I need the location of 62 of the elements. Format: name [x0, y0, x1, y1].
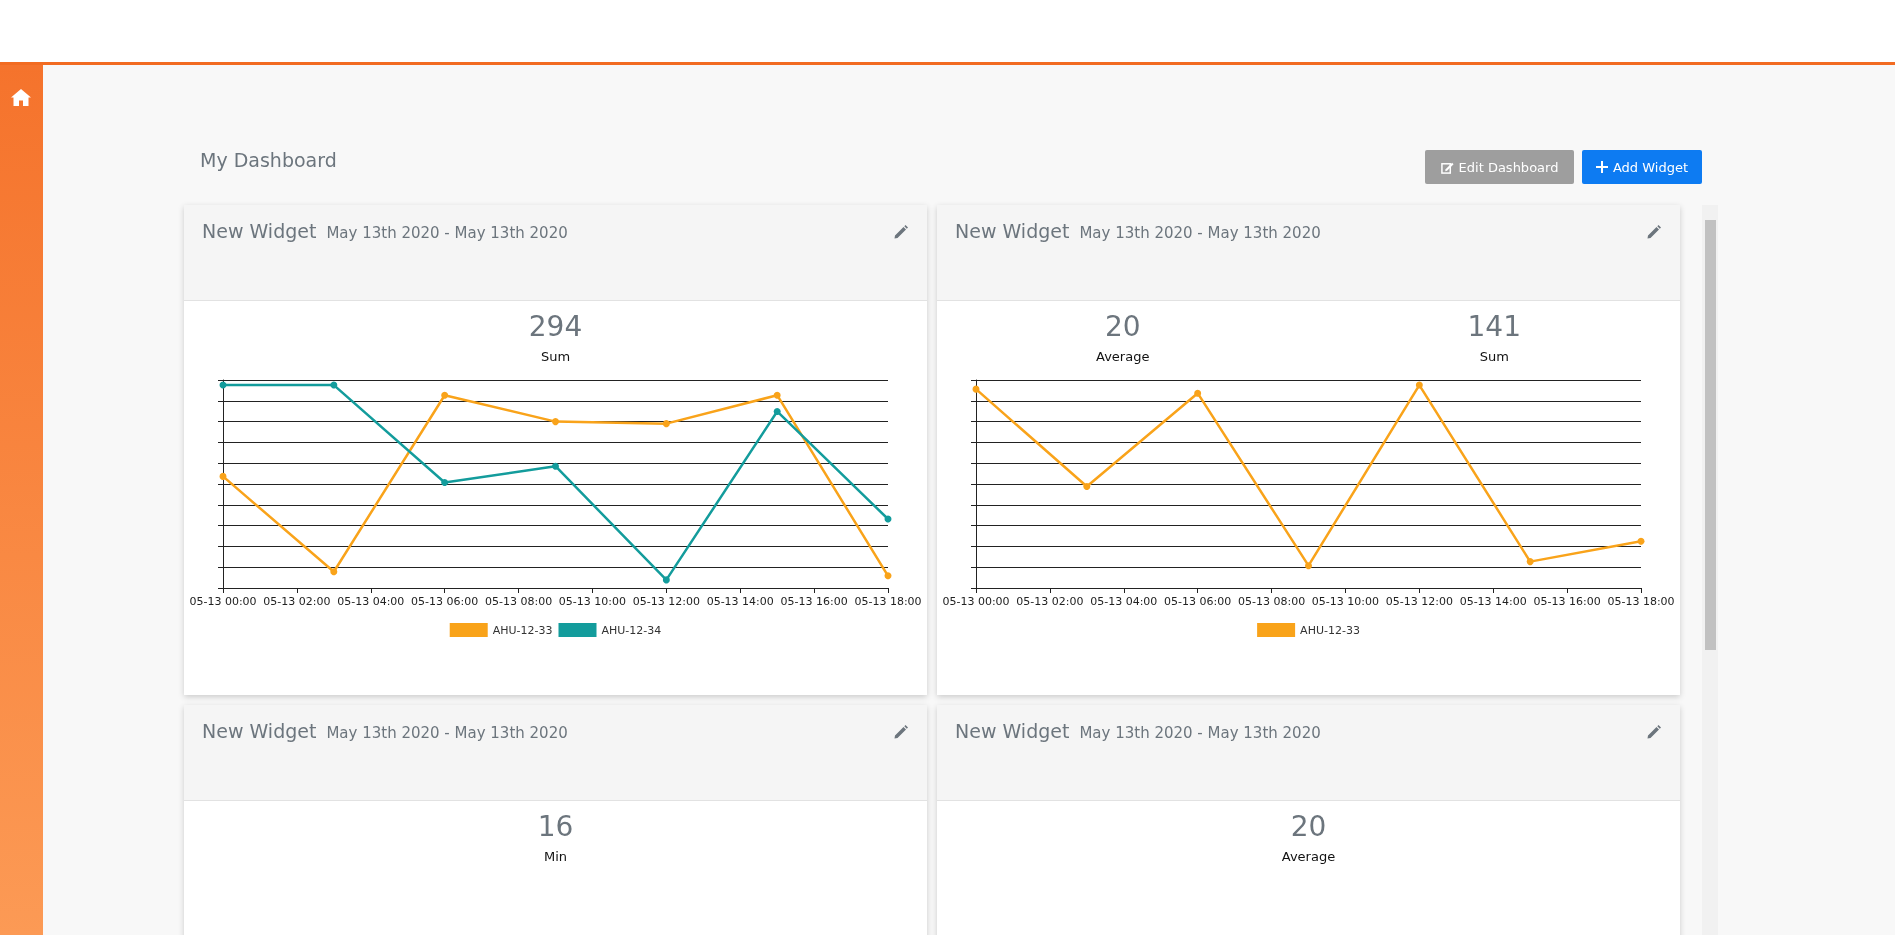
legend-label: AHU-12-34: [601, 623, 662, 637]
x-tick-label: 05-13 12:00: [632, 595, 700, 608]
x-tick-label: 05-13 00:00: [189, 595, 257, 608]
point: [1526, 558, 1534, 566]
point: [552, 418, 559, 426]
point: [884, 572, 892, 580]
point: [773, 407, 781, 415]
x-tick-label: 05-13 06:00: [411, 595, 479, 608]
text: Average: [1280, 849, 1337, 864]
point: [662, 576, 670, 584]
text: Average: [1095, 349, 1151, 364]
x-tick-label: 05-13 18:00: [1607, 595, 1675, 608]
text: Sum: [539, 349, 572, 364]
x-tick-label: 05-13 14:00: [1459, 595, 1527, 608]
point: [441, 391, 449, 399]
point: [662, 420, 670, 428]
x-tick-label: 05-13 04:00: [1090, 595, 1158, 608]
x-tick-label: 05-13 14:00: [706, 595, 774, 608]
text: Edit Dashboard: [1458, 159, 1559, 175]
x-tick-label: 05-13 10:00: [558, 595, 627, 608]
chart-subtitle: May 13th 2020 - May 13th 2020: [326, 224, 568, 242]
text: 141: [1466, 309, 1522, 345]
x-tick-label: 05-13 16:00: [780, 595, 848, 608]
x-tick-label: 05-13 00:00: [942, 595, 1010, 608]
x-tick-label: 05-13 02:00: [263, 595, 331, 608]
text: New Widget: [955, 720, 1070, 742]
text: New Widget: [202, 720, 317, 742]
x-tick-label: 05-13 08:00: [1237, 595, 1306, 608]
point: [1637, 537, 1645, 545]
text: May 13th 2020 - May 13th 2020: [1079, 724, 1321, 742]
x-tick-label: 05-13 08:00: [484, 595, 553, 608]
point: [1415, 381, 1423, 389]
point: [1305, 562, 1312, 570]
x-tick-label: 05-13 12:00: [1385, 595, 1453, 608]
point: [1194, 389, 1202, 397]
point: [330, 568, 338, 576]
legend-label: AHU-12-33: [492, 623, 553, 637]
point: [219, 472, 227, 480]
text: Add Widget: [1612, 159, 1689, 175]
x-tick-label: 05-13 10:00: [1311, 595, 1380, 608]
point: [330, 381, 338, 389]
text: 16: [536, 809, 575, 845]
text: Sum: [1478, 349, 1510, 364]
text: 20: [1103, 309, 1142, 345]
text: 294: [527, 309, 584, 345]
x-tick-label: 05-13 16:00: [1533, 595, 1601, 608]
point: [441, 478, 449, 486]
chart-subtitle: May 13th 2020 - May 13th 2020: [1079, 224, 1321, 242]
text: My Dashboard: [200, 149, 337, 171]
text: 20: [1289, 809, 1328, 845]
point: [552, 462, 559, 470]
chart-title: New Widget: [202, 220, 317, 242]
point: [773, 391, 781, 399]
x-tick-label: 05-13 04:00: [337, 595, 405, 608]
text: Min: [542, 849, 569, 864]
chart-title: New Widget: [955, 220, 1070, 242]
x-tick-label: 05-13 02:00: [1016, 595, 1084, 608]
x-tick-label: 05-13 06:00: [1164, 595, 1232, 608]
x-tick-label: 05-13 18:00: [854, 595, 922, 608]
legend-label: AHU-12-33: [1300, 623, 1360, 637]
text: May 13th 2020 - May 13th 2020: [326, 724, 568, 742]
point: [1083, 483, 1091, 491]
